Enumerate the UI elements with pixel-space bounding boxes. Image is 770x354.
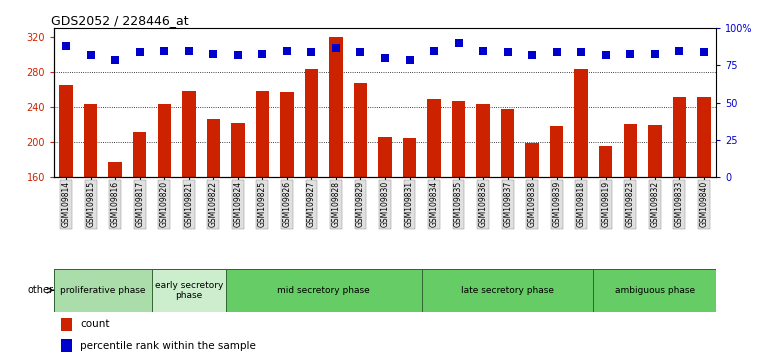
- Bar: [574, 69, 588, 177]
- Bar: [158, 103, 171, 177]
- Point: [85, 52, 97, 58]
- Point: [526, 52, 538, 58]
- Bar: [330, 37, 343, 177]
- Text: count: count: [80, 319, 110, 329]
- Point: [256, 51, 269, 56]
- Bar: [624, 124, 637, 177]
- Bar: [422, 269, 594, 312]
- Text: mid secretory phase: mid secretory phase: [277, 286, 370, 295]
- Bar: [525, 143, 539, 177]
- Text: percentile rank within the sample: percentile rank within the sample: [80, 341, 256, 350]
- Point: [330, 45, 342, 51]
- Bar: [226, 269, 422, 312]
- Point: [477, 48, 489, 53]
- Point: [428, 48, 440, 53]
- Point: [305, 49, 317, 55]
- Text: proliferative phase: proliferative phase: [60, 286, 146, 295]
- Point: [207, 51, 219, 56]
- Bar: [61, 318, 72, 331]
- Bar: [427, 99, 440, 177]
- Text: other: other: [28, 285, 53, 295]
- Bar: [403, 138, 417, 177]
- Point: [354, 49, 367, 55]
- Bar: [256, 91, 269, 177]
- Bar: [599, 145, 612, 177]
- Bar: [152, 269, 226, 312]
- Point: [551, 49, 563, 55]
- Bar: [452, 101, 465, 177]
- Point: [158, 48, 170, 53]
- Bar: [550, 126, 564, 177]
- Bar: [84, 104, 98, 177]
- Bar: [378, 137, 392, 177]
- Bar: [182, 91, 196, 177]
- Bar: [648, 125, 661, 177]
- Point: [453, 40, 465, 46]
- Point: [648, 51, 661, 56]
- Point: [698, 49, 710, 55]
- Bar: [61, 339, 72, 352]
- Bar: [353, 82, 367, 177]
- Bar: [54, 269, 152, 312]
- Bar: [697, 97, 711, 177]
- Point: [182, 48, 195, 53]
- Point: [281, 48, 293, 53]
- Point: [600, 52, 612, 58]
- Point: [673, 48, 685, 53]
- Point: [575, 49, 588, 55]
- Point: [109, 57, 122, 62]
- Bar: [109, 162, 122, 177]
- Bar: [305, 69, 318, 177]
- Bar: [59, 85, 73, 177]
- Text: early secretory
phase: early secretory phase: [155, 281, 223, 300]
- Bar: [477, 103, 490, 177]
- Point: [60, 43, 72, 49]
- Text: ambiguous phase: ambiguous phase: [614, 286, 695, 295]
- Bar: [594, 269, 716, 312]
- Bar: [672, 97, 686, 177]
- Point: [403, 57, 416, 62]
- Bar: [280, 92, 293, 177]
- Bar: [206, 119, 220, 177]
- Point: [501, 49, 514, 55]
- Point: [624, 51, 637, 56]
- Bar: [133, 132, 146, 177]
- Text: late secretory phase: late secretory phase: [461, 286, 554, 295]
- Point: [133, 49, 146, 55]
- Text: GDS2052 / 228446_at: GDS2052 / 228446_at: [51, 14, 188, 27]
- Bar: [500, 109, 514, 177]
- Bar: [231, 123, 245, 177]
- Point: [379, 55, 391, 61]
- Point: [232, 52, 244, 58]
